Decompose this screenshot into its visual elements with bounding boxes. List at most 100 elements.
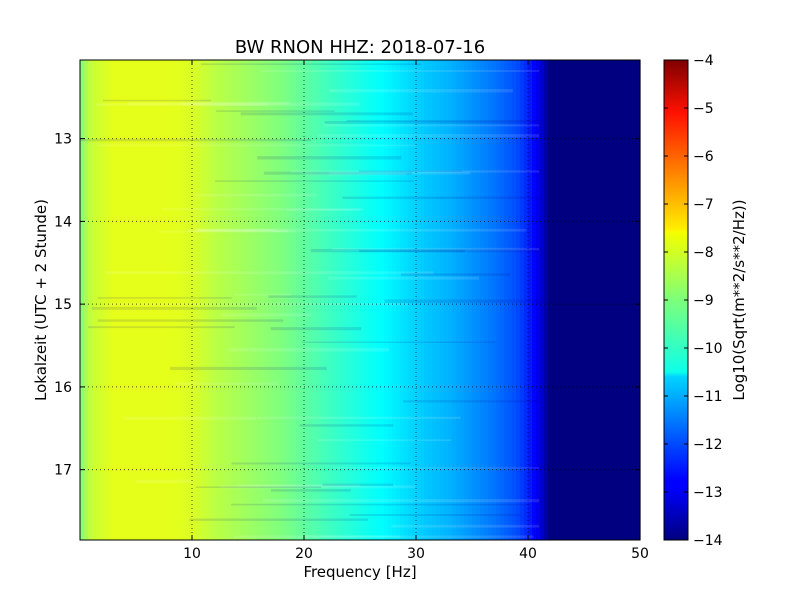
colorbar-tick-label: −14 <box>693 533 723 549</box>
heatmap-streak <box>97 319 284 322</box>
heatmap-cell <box>288 60 293 540</box>
heatmap-cell <box>500 60 505 540</box>
y-tick-label: 15 <box>54 297 72 313</box>
heatmap-cell <box>608 60 613 540</box>
heatmap-streak <box>221 313 312 317</box>
colorbar-tick-label: −13 <box>693 485 723 501</box>
heatmap-cell <box>612 60 617 540</box>
heatmap-cell <box>320 60 325 540</box>
heatmap-streak <box>234 293 292 296</box>
heatmap-streak <box>219 485 416 489</box>
heatmap-cell <box>380 60 385 540</box>
heatmap-cell <box>628 60 633 540</box>
heatmap-cell <box>364 60 369 540</box>
heatmap-streak <box>195 486 322 488</box>
heatmap-streak <box>88 326 235 329</box>
heatmap-cell <box>92 60 97 540</box>
heatmap-cell <box>136 60 141 540</box>
heatmap-streak <box>91 306 257 310</box>
heatmap-cell <box>504 60 509 540</box>
y-tick-label: 14 <box>54 214 72 230</box>
heatmap-cell <box>276 60 281 540</box>
heatmap-cell <box>296 60 301 540</box>
heatmap-streak <box>322 483 394 487</box>
heatmap-cell <box>356 60 361 540</box>
heatmap-streak <box>80 139 312 142</box>
heatmap-streak <box>403 400 540 403</box>
heatmap-streak <box>231 462 411 465</box>
heatmap-cell <box>204 60 209 540</box>
heatmap-cell <box>316 60 321 540</box>
heatmap-cell <box>292 60 297 540</box>
heatmap-streak <box>323 124 540 127</box>
heatmap-streak <box>328 171 471 175</box>
heatmap-streak <box>270 489 351 492</box>
heatmap-cell <box>492 60 497 540</box>
heatmap-cell <box>592 60 597 540</box>
heatmap-cell <box>520 60 525 540</box>
heatmap-streak <box>227 348 390 352</box>
heatmap-cell <box>472 60 477 540</box>
heatmap-cell <box>172 60 177 540</box>
heatmap-cell <box>408 60 413 540</box>
heatmap-cell <box>536 60 541 540</box>
heatmap-streak <box>358 249 465 253</box>
heatmap-streak <box>182 102 360 106</box>
heatmap-streak <box>290 170 540 173</box>
heatmap-cell <box>588 60 593 540</box>
colorbar-tick-label: −12 <box>693 437 723 453</box>
heatmap-cell <box>404 60 409 540</box>
heatmap-cell <box>376 60 381 540</box>
heatmap-cell <box>228 60 233 540</box>
heatmap-cell <box>248 60 253 540</box>
heatmap-columns <box>80 60 641 540</box>
heatmap-cell <box>616 60 621 540</box>
heatmap-cell <box>448 60 453 540</box>
heatmap-cell <box>460 60 465 540</box>
heatmap-streak <box>301 535 401 538</box>
heatmap-streak <box>197 228 276 231</box>
heatmap-cell <box>632 60 637 540</box>
heatmap-streak <box>317 439 452 442</box>
heatmap-cell <box>532 60 537 540</box>
heatmap-cell <box>264 60 269 540</box>
heatmap-streak <box>260 70 540 72</box>
y-axis-label: Lokalzeit (UTC + 2 Stunde) <box>32 199 50 401</box>
heatmap-cell <box>544 60 549 540</box>
heatmap-cell <box>96 60 101 540</box>
heatmap-cell <box>100 60 105 540</box>
heatmap-cell <box>512 60 517 540</box>
x-axis-label: Frequency [Hz] <box>303 563 416 581</box>
heatmap-cell <box>80 60 85 540</box>
heatmap-cell <box>456 60 461 540</box>
heatmap-cell <box>156 60 161 540</box>
heatmap-cell <box>140 60 145 540</box>
heatmap-streak <box>102 99 212 102</box>
heatmap-streak <box>96 144 416 147</box>
heatmap-cell <box>440 60 445 540</box>
heatmap-cell <box>240 60 245 540</box>
heatmap-cell <box>112 60 117 540</box>
heatmap-streak <box>124 416 256 420</box>
heatmap-cell <box>84 60 89 540</box>
heatmap-cell <box>212 60 217 540</box>
heatmap-cell <box>272 60 277 540</box>
heatmap-streak <box>302 341 496 343</box>
heatmap-cell <box>516 60 521 540</box>
heatmap-streak <box>136 479 193 484</box>
heatmap-cell <box>108 60 113 540</box>
y-tick-label: 13 <box>54 132 72 148</box>
heatmap-cell <box>104 60 109 540</box>
heatmap-cell <box>256 60 261 540</box>
heatmap-cell <box>548 60 553 540</box>
heatmap-streak <box>196 228 527 232</box>
heatmap-cell <box>148 60 153 540</box>
x-tick-label: 20 <box>295 546 313 562</box>
heatmap-cell <box>232 60 237 540</box>
colorbar: −4 −5 −6 −7 −8 −9 −10 −11 −12 −13 −14 Log10(Sqrt(m… <box>663 53 748 549</box>
heatmap-streak <box>127 101 290 105</box>
heatmap-cell <box>200 60 205 540</box>
heatmap-streak <box>391 524 540 528</box>
heatmap-streak <box>216 110 335 112</box>
